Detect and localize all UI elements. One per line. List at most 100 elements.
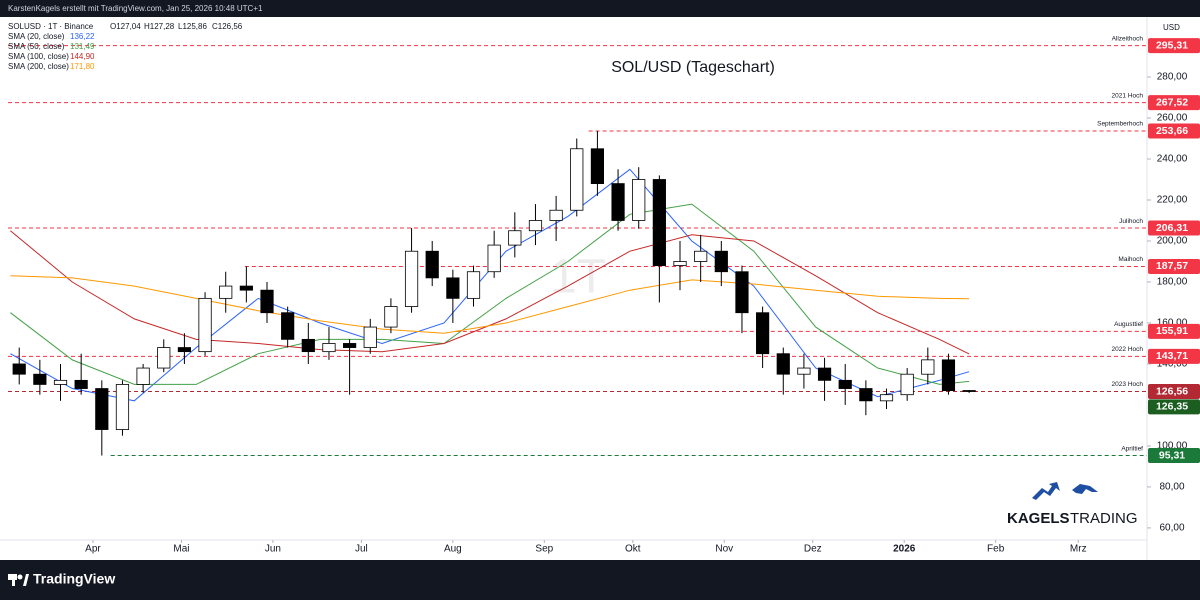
level-name: 2021 Hoch: [1112, 92, 1144, 99]
credit: KarstenKagels erstellt mit TradingView.c…: [8, 4, 263, 13]
candle-body: [53, 379, 68, 385]
sma-line: [10, 230, 970, 355]
candle-body: [219, 285, 233, 299]
ohlc-value: L125,86: [178, 22, 207, 31]
x-tick-label: Feb: [987, 544, 1005, 555]
candle-body: [673, 261, 687, 266]
candle-body: [363, 326, 377, 348]
level-name: Augusttief: [1114, 321, 1143, 328]
x-tick-label: Nov: [715, 544, 733, 555]
symbol: SOLUSD · 1T · Binance: [8, 22, 94, 31]
x-tick-label: Okt: [625, 544, 641, 555]
y-tick-label: 80,00: [1159, 482, 1184, 493]
sma-line: [10, 275, 970, 334]
legend-name: SMA (20, close): [8, 32, 65, 41]
x-tick-label: Mrz: [1070, 544, 1087, 555]
chart-title: SOL/USD (Tageschart): [611, 59, 775, 76]
price-tag: [1148, 399, 1200, 415]
candle-body: [74, 379, 88, 389]
ohlc-value: O127,04: [110, 22, 141, 31]
candle-body: [735, 271, 749, 314]
y-tick-label: 260,00: [1157, 113, 1188, 124]
x-tick-label: Jun: [265, 544, 281, 555]
price-tag: [1148, 348, 1200, 364]
x-tick-label: Apr: [85, 544, 101, 555]
price-tag: [1148, 38, 1200, 54]
y-tick-label: 200,00: [1157, 236, 1188, 247]
price-tag-label: 206,31: [1156, 222, 1188, 234]
y-tick-label: 160,00: [1157, 318, 1188, 329]
y-tick-label: 100,00: [1157, 441, 1188, 452]
x-tick-label: Aug: [444, 544, 462, 555]
candle-body: [404, 250, 419, 307]
y-tick-label: 280,00: [1157, 72, 1188, 83]
candle-body: [157, 347, 171, 369]
candle-body: [941, 359, 956, 391]
candle-body: [12, 363, 26, 375]
price-tag: [1148, 258, 1200, 274]
price-tag-label: 187,57: [1156, 260, 1188, 272]
level-name: Apriltief: [1121, 445, 1143, 452]
y-tick-label: 220,00: [1157, 195, 1188, 206]
candle-body: [859, 388, 873, 402]
candle-body: [632, 179, 646, 221]
candle-body: [33, 373, 47, 385]
candle-body: [487, 244, 501, 273]
brand-logo: [1032, 482, 1098, 500]
ohlc-value: C126,56: [212, 22, 243, 31]
tv-logo: [8, 574, 29, 586]
candle-body: [549, 209, 563, 221]
candle-body: [343, 343, 357, 348]
candle-body: [900, 373, 914, 396]
price-tag: [1148, 220, 1200, 236]
level-name: 2023 Hoch: [1112, 381, 1144, 388]
price-tag: [1148, 123, 1200, 139]
price-tag: [1148, 95, 1200, 111]
candle-body: [714, 250, 728, 273]
x-tick-label: 2026: [893, 544, 916, 555]
candle-body: [756, 312, 770, 355]
logo-bold: KAGELS: [1007, 510, 1070, 527]
candle-body: [590, 148, 605, 184]
candle-body: [817, 367, 832, 381]
price-tag: [1148, 448, 1200, 464]
logo-light: TRADING: [1070, 510, 1138, 527]
price-tag-label: 253,66: [1156, 125, 1188, 137]
candle-body: [260, 289, 274, 314]
candle-body: [879, 394, 894, 402]
candle-body: [384, 306, 398, 328]
candle-body: [508, 230, 522, 246]
candle-body: [962, 390, 976, 392]
candle-body: [466, 271, 481, 299]
legend-value: 144,90: [70, 52, 95, 61]
price-tag: [1148, 383, 1200, 399]
candle-body: [239, 285, 253, 291]
level-name: Julihoch: [1119, 218, 1143, 225]
level-name: 2022 Hoch: [1112, 346, 1144, 353]
x-tick-label: Mai: [173, 544, 189, 555]
y-tick-label: 180,00: [1157, 277, 1188, 288]
price-tag-label: 155,91: [1156, 325, 1188, 337]
candle-body: [446, 277, 460, 299]
price-tag-label: 267,52: [1156, 96, 1188, 108]
price-tag-label: 126,56: [1156, 385, 1188, 397]
candle-body: [776, 353, 790, 375]
level-name: Maihoch: [1118, 256, 1143, 263]
brand: TradingView: [33, 571, 115, 587]
y-tick-label: 60,00: [1159, 523, 1184, 534]
candle-body: [425, 250, 439, 279]
candle-body: [570, 148, 584, 211]
x-tick-label: Sep: [535, 544, 553, 555]
legend-name: SMA (100, close): [8, 52, 69, 61]
candle-body: [198, 297, 212, 353]
y-tick-label: 140,00: [1157, 359, 1188, 370]
x-tick-label: Dez: [804, 544, 822, 555]
candle-body: [322, 343, 336, 353]
candle-body: [611, 183, 625, 221]
ohlc-value: H127,28: [144, 22, 175, 31]
bottom-bar: [0, 560, 1200, 600]
sma-line: [10, 203, 970, 385]
candle-body: [301, 338, 315, 353]
legend-name: SMA (50, close): [8, 42, 65, 51]
